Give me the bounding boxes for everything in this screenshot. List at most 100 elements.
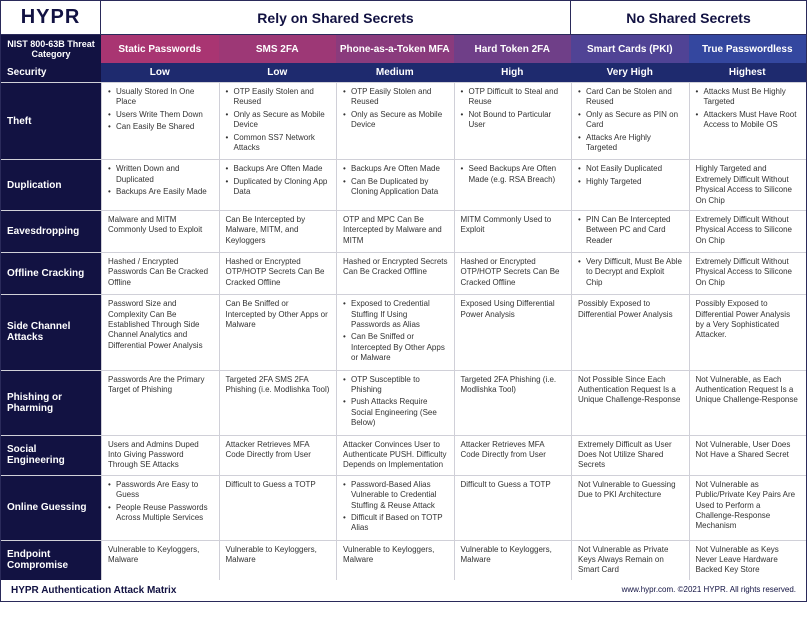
data-cell: Passwords Are the Primary Target of Phis…	[101, 371, 219, 435]
security-level: Medium	[336, 63, 454, 82]
data-row: Social EngineeringUsers and Admins Duped…	[1, 435, 806, 475]
data-cell: Highly Targeted and Extremely Difficult …	[689, 160, 807, 210]
data-cell: Extremely Difficult Without Physical Acc…	[689, 211, 807, 252]
matrix-page: HYPR Rely on Shared SecretsNo Shared Secr…	[0, 0, 807, 602]
data-item: Usually Stored In One Place	[108, 87, 213, 108]
data-cell: Vulnerable to Keyloggers, Malware	[101, 541, 219, 580]
data-cell: PIN Can Be Intercepted Between PC and Ca…	[571, 211, 689, 252]
data-item: Not Easily Duplicated	[578, 164, 683, 174]
category-cell: Offline Cracking	[1, 253, 101, 294]
data-cell: Not Possible Since Each Authentication R…	[571, 371, 689, 435]
data-cell: Possibly Exposed to Differential Power A…	[689, 295, 807, 369]
data-item: PIN Can Be Intercepted Between PC and Ca…	[578, 215, 683, 246]
data-item: Passwords Are Easy to Guess	[108, 480, 213, 501]
data-item: Backups Are Often Made	[343, 164, 448, 174]
data-cell: OTP Easily Stolen and ReusedOnly as Secu…	[336, 83, 454, 159]
data-cell: Difficult to Guess a TOTP	[219, 476, 337, 540]
data-cell: Targeted 2FA SMS 2FA Phishing (i.e. Modl…	[219, 371, 337, 435]
data-item: Attacks Are Highly Targeted	[578, 133, 683, 154]
data-cell: Not Easily Duplicated Highly Targeted	[571, 160, 689, 210]
data-cell: Card Can be Stolen and ReusedOnly as Sec…	[571, 83, 689, 159]
security-level: High	[454, 63, 572, 82]
data-cell: Hashed or Encrypted Secrets Can Be Crack…	[336, 253, 454, 294]
data-item: Attackers Must Have Root Access to Mobil…	[696, 110, 801, 131]
data-cell: Extremely Difficult as User Does Not Uti…	[571, 436, 689, 475]
data-cell: Not Vulnerable to Guessing Due to PKI Ar…	[571, 476, 689, 540]
category-cell: Side Channel Attacks	[1, 295, 101, 369]
data-item: Duplicated by Cloning App Data	[226, 177, 331, 198]
data-cell: Possibly Exposed to Differential Power A…	[571, 295, 689, 369]
data-item: Can Be Duplicated by Cloning Application…	[343, 177, 448, 198]
data-item: Backups Are Easily Made	[108, 187, 213, 197]
data-item: Only as Secure as Mobile Device	[226, 110, 331, 131]
data-cell: Not Vulnerable, as Each Authentication R…	[689, 371, 807, 435]
group-noshared-header: No Shared Secrets	[571, 1, 806, 35]
security-level: Low	[101, 63, 219, 82]
data-item: Highly Targeted	[578, 177, 683, 187]
method-header: True Passwordless	[689, 35, 807, 63]
data-cell: Not Vulnerable as Keys Never Leave Hardw…	[689, 541, 807, 580]
data-cell: Seed Backups Are Often Made (e.g. RSA Br…	[454, 160, 572, 210]
data-item: OTP Easily Stolen and Reused	[226, 87, 331, 108]
data-row: Side Channel AttacksPassword Size and Co…	[1, 294, 806, 369]
data-cell: Backups Are Often Made Can Be Duplicated …	[336, 160, 454, 210]
data-item: Backups Are Often Made	[226, 164, 331, 174]
data-item: Attacks Must Be Highly Targeted	[696, 87, 801, 108]
data-item: Written Down and Duplicated	[108, 164, 213, 185]
nist-label: NIST 800-63B Threat Category	[1, 35, 101, 63]
data-cell: Attacks Must Be Highly TargetedAttackers…	[689, 83, 807, 159]
footer-copyright: www.hypr.com. ©2021 HYPR. All rights res…	[622, 585, 796, 596]
data-cell: Not Vulnerable as Private Keys Always Re…	[571, 541, 689, 580]
group-shared-header: Rely on Shared Secrets	[101, 1, 571, 35]
data-item: Exposed to Credential Stuffing If Using …	[343, 299, 448, 330]
hypr-logo: HYPR	[21, 6, 81, 29]
data-item: Seed Backups Are Often Made (e.g. RSA Br…	[461, 164, 566, 185]
data-row: Phishing or PharmingPasswords Are the Pr…	[1, 370, 806, 435]
data-cell: OTP Susceptible to PhishingPush Attacks …	[336, 371, 454, 435]
data-cell: Vulnerable to Keyloggers, Malware	[336, 541, 454, 580]
category-cell: Endpoint Compromise	[1, 541, 101, 580]
security-level: Highest	[689, 63, 807, 82]
data-cell: Extremely Difficult Without Physical Acc…	[689, 253, 807, 294]
data-item: Only as Secure as Mobile Device	[343, 110, 448, 131]
data-row: TheftUsually Stored In One PlaceUsers Wr…	[1, 82, 806, 159]
method-header: Hard Token 2FA	[454, 35, 572, 63]
data-item: OTP Difficult to Steal and Reuse	[461, 87, 566, 108]
data-item: People Reuse Passwords Across Multiple S…	[108, 503, 213, 524]
data-cell: Attacker Retrieves MFA Code Directly fro…	[454, 436, 572, 475]
data-cell: Password-Based Alias Vulnerable to Crede…	[336, 476, 454, 540]
data-cell: Vulnerable to Keyloggers, Malware	[219, 541, 337, 580]
method-header: Smart Cards (PKI)	[571, 35, 689, 63]
data-row: Duplication Written Down and Duplicated Ba…	[1, 159, 806, 210]
data-cell: MITM Commonly Used to Exploit	[454, 211, 572, 252]
data-cell: Hashed or Encrypted OTP/HOTP Secrets Can…	[219, 253, 337, 294]
category-cell: Phishing or Pharming	[1, 371, 101, 435]
method-header: Phone-as-a-Token MFA	[336, 35, 454, 63]
security-level: Low	[219, 63, 337, 82]
data-cell: Exposed Using Differential Power Analysi…	[454, 295, 572, 369]
data-cell: OTP Easily Stolen and ReusedOnly as Secu…	[219, 83, 337, 159]
data-cell: Not Vulnerable, User Does Not Have a Sha…	[689, 436, 807, 475]
data-cell: Malware and MITM Commonly Used to Exploi…	[101, 211, 219, 252]
data-cell: OTP Difficult to Steal and ReuseNot Boun…	[454, 83, 572, 159]
method-header: Static Passwords	[101, 35, 219, 63]
data-row: Endpoint CompromiseVulnerable to Keylogg…	[1, 540, 806, 580]
data-item: Can Easily Be Shared	[108, 122, 213, 132]
category-cell: Duplication	[1, 160, 101, 210]
data-cell: Hashed / Encrypted Passwords Can Be Crac…	[101, 253, 219, 294]
data-cell: Can Be Intercepted by Malware, MITM, and…	[219, 211, 337, 252]
logo-cell: HYPR	[1, 1, 101, 35]
data-cell: Written Down and Duplicated Backups Are E…	[101, 160, 219, 210]
methods-row: NIST 800-63B Threat CategoryStatic Passw…	[1, 35, 806, 63]
data-item: Not Bound to Particular User	[461, 110, 566, 131]
data-item: Difficult if Based on TOTP Alias	[343, 513, 448, 534]
category-cell: Eavesdropping	[1, 211, 101, 252]
data-cell: Vulnerable to Keyloggers, Malware	[454, 541, 572, 580]
data-cell: Can Be Sniffed or Intercepted by Other A…	[219, 295, 337, 369]
security-row: SecurityLowLowMediumHighVery HighHighest	[1, 63, 806, 82]
data-cell: Password Size and Complexity Can Be Esta…	[101, 295, 219, 369]
data-cell: Exposed to Credential Stuffing If Using …	[336, 295, 454, 369]
data-item: Password-Based Alias Vulnerable to Crede…	[343, 480, 448, 511]
category-cell: Theft	[1, 83, 101, 159]
data-cell: Very Difficult, Must Be Able to Decrypt …	[571, 253, 689, 294]
